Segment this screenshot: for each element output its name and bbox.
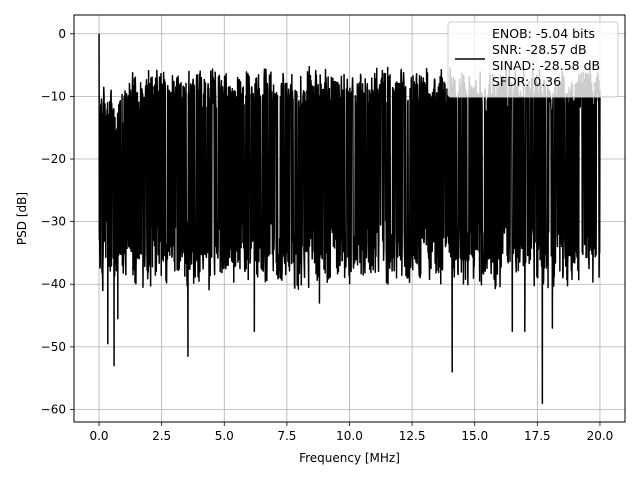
- y-tick-label: −60: [41, 402, 66, 416]
- y-axis-label: PSD [dB]: [15, 192, 29, 245]
- series-layer: [98, 33, 601, 404]
- y-tick-label: −50: [41, 340, 66, 354]
- x-ticks: 0.0 2.5 5.0 7.5 10.0 12.5 15.0 17.5 20.0: [89, 422, 613, 443]
- x-tick-label: 15.0: [461, 429, 488, 443]
- x-tick-label: 20.0: [587, 429, 614, 443]
- y-tick-label: −10: [41, 89, 66, 103]
- y-tick-label: −40: [41, 277, 66, 291]
- y-ticks: 0 −10 −20 −30 −40 −50 −60: [41, 27, 74, 416]
- x-tick-label: 0.0: [89, 429, 108, 443]
- x-tick-label: 2.5: [152, 429, 171, 443]
- x-tick-label: 7.5: [277, 429, 296, 443]
- psd-series-line: [98, 33, 601, 404]
- legend-box: [447, 21, 619, 98]
- x-tick-label: 5.0: [215, 429, 234, 443]
- legend-entry-enob: ENOB: -5.04 bits: [492, 26, 595, 41]
- y-tick-label: 0: [58, 27, 66, 41]
- x-axis-label: Frequency [MHz]: [299, 451, 400, 465]
- y-tick-label: −30: [41, 215, 66, 229]
- legend-entry-sinad: SINAD: -28.58 dB: [492, 58, 600, 73]
- y-tick-label: −20: [41, 152, 66, 166]
- x-tick-label: 10.0: [336, 429, 363, 443]
- legend: ENOB: -5.04 bits SNR: -28.57 dB SINAD: -…: [447, 21, 619, 98]
- legend-entry-snr: SNR: -28.57 dB: [492, 42, 587, 57]
- x-tick-label: 17.5: [524, 429, 551, 443]
- legend-entry-sfdr: SFDR: 0.36: [492, 74, 561, 89]
- x-tick-label: 12.5: [399, 429, 426, 443]
